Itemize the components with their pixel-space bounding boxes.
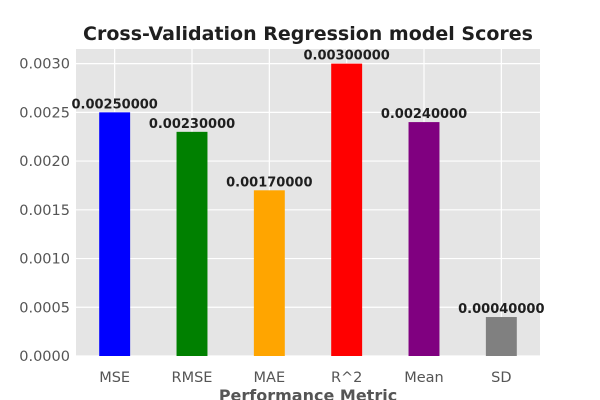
bars (99, 63, 517, 356)
bar-sd (485, 317, 517, 356)
y-tick-label: 0.0030 (19, 57, 70, 73)
y-axis: 0.0000 0.0005 0.0010 0.0015 0.0020 0.0025 0.00… (19, 57, 70, 365)
bar-mse (99, 112, 131, 356)
bar-value-label: 0.00040000 (458, 302, 544, 317)
x-tick-label: MAE (254, 370, 286, 386)
value-labels: 0.00250000 0.00230000 0.00170000 0.00300000… (71, 49, 544, 317)
x-axis-label: Performance Metric (219, 386, 397, 400)
x-tick-label: SD (491, 370, 511, 386)
bar-value-label: 0.00170000 (226, 175, 312, 190)
chart-title: Cross-Validation Regression model Scores (83, 23, 533, 45)
y-tick-label: 0.0010 (19, 252, 70, 268)
bar-value-label: 0.00250000 (71, 97, 157, 112)
bar-r2 (331, 63, 363, 356)
y-tick-label: 0.0005 (19, 300, 70, 316)
bar-rmse (176, 131, 208, 356)
bar-mae (253, 190, 285, 356)
y-tick-label: 0.0020 (19, 154, 70, 170)
bar-value-label: 0.00240000 (381, 107, 467, 122)
x-axis: MSE RMSE MAE R^2 Mean SD (99, 370, 511, 386)
plot-area (76, 49, 540, 356)
y-tick-label: 0.0000 (19, 349, 70, 365)
x-tick-label: RMSE (172, 370, 213, 386)
bar-value-label: 0.00230000 (149, 117, 235, 132)
x-tick-label: MSE (99, 370, 130, 386)
y-tick-label: 0.0025 (19, 105, 70, 121)
y-tick-label: 0.0015 (19, 203, 70, 219)
bar-mean (408, 122, 440, 356)
x-tick-label: R^2 (331, 370, 362, 386)
x-tick-label: Mean (404, 370, 444, 386)
bar-value-label: 0.00300000 (303, 49, 389, 64)
